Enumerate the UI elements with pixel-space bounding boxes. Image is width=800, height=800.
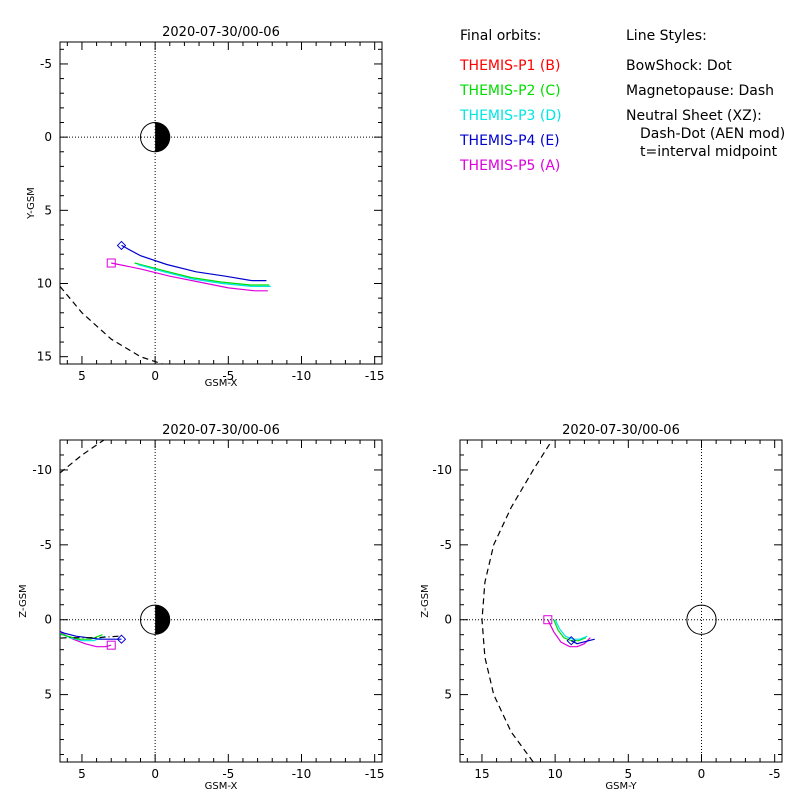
orbit-p4 bbox=[570, 638, 595, 645]
x-tick-label: -15 bbox=[365, 369, 385, 383]
orbit-p2 bbox=[60, 632, 103, 640]
y-tick-label: 5 bbox=[444, 688, 452, 702]
panel-xy: 2020-07-30/00-06 GSM-X Y-GSM 5 0 -5 -10 -15 -… bbox=[26, 25, 384, 389]
panel-title: 2020-07-30/00-06 bbox=[162, 25, 280, 40]
x-tick-label: 0 bbox=[151, 369, 159, 383]
y-tick-label: 5 bbox=[44, 203, 52, 217]
series-group bbox=[60, 240, 271, 364]
earth-night-side bbox=[155, 605, 170, 635]
y-tick-label: -5 bbox=[40, 57, 52, 71]
legend-style-neutral-sheet: Neutral Sheet (XZ): bbox=[626, 108, 762, 124]
boundary-line bbox=[481, 440, 553, 762]
start-marker-square bbox=[106, 640, 116, 650]
x-tick-label: 15 bbox=[474, 767, 489, 781]
orbit-p5 bbox=[547, 619, 591, 648]
x-tick-label: -10 bbox=[292, 767, 312, 781]
x-tick-label: 5 bbox=[624, 767, 632, 781]
legend-style-aen-mod: Dash-Dot (AEN mod) bbox=[640, 126, 785, 142]
orbit-p3 bbox=[554, 619, 588, 640]
plot-frame bbox=[59, 41, 383, 365]
panel-yz: 2020-07-30/00-06 GSM-Y Z-GSM 15 10 5 0 -5 5 0 -… bbox=[420, 423, 783, 792]
x-tick-label: -5 bbox=[769, 767, 781, 781]
x-tick-label: -15 bbox=[365, 767, 385, 781]
boundary-line bbox=[60, 635, 119, 639]
legend-styles-header: Line Styles: bbox=[626, 28, 707, 44]
legend-style-bowshock: BowShock: Dot bbox=[626, 58, 732, 74]
x-axis-label: GSM-X bbox=[205, 378, 238, 389]
x-axis-label: GSM-Y bbox=[605, 781, 637, 792]
earth-icon bbox=[686, 604, 717, 635]
earth-icon bbox=[140, 122, 171, 153]
legend-orbit-p4: THEMIS-P4 (E) bbox=[459, 133, 560, 149]
orbit-p5 bbox=[60, 631, 112, 648]
orbit-p2 bbox=[134, 262, 270, 286]
series-group bbox=[60, 440, 127, 650]
panel-title: 2020-07-30/00-06 bbox=[562, 423, 680, 438]
legend-orbit-p5: THEMIS-P5 (A) bbox=[459, 158, 560, 174]
y-axis-label: Y-GSM bbox=[26, 187, 37, 220]
legend-style-magnetopause: Magnetopause: Dash bbox=[626, 83, 774, 99]
legend-orbits-header: Final orbits: bbox=[460, 28, 541, 44]
y-tick-label: -10 bbox=[32, 463, 52, 477]
legend: Final orbits: THEMIS-P1 (B) THEMIS-P2 (C… bbox=[459, 28, 785, 174]
x-tick-label: 5 bbox=[78, 767, 86, 781]
x-tick-label: -5 bbox=[222, 369, 234, 383]
orbit-p5 bbox=[111, 262, 268, 292]
earth-night-side bbox=[155, 122, 170, 152]
y-tick-label: 0 bbox=[44, 613, 52, 627]
x-tick-label: -5 bbox=[222, 767, 234, 781]
start-marker-square bbox=[106, 258, 116, 268]
orbit-p2 bbox=[553, 619, 587, 642]
panel-title: 2020-07-30/00-06 bbox=[162, 423, 280, 438]
orbit-p4 bbox=[121, 244, 267, 282]
boundary-line bbox=[60, 286, 163, 364]
x-tick-label: 0 bbox=[151, 767, 159, 781]
start-marker-diamond bbox=[566, 635, 576, 646]
y-tick-label: 0 bbox=[444, 613, 452, 627]
legend-orbit-p2: THEMIS-P2 (C) bbox=[459, 83, 561, 99]
plot-frame bbox=[459, 439, 783, 763]
y-tick-label: -5 bbox=[440, 538, 452, 552]
y-axis-label: Z-GSM bbox=[18, 584, 29, 617]
x-tick-label: -10 bbox=[292, 369, 312, 383]
start-marker-square bbox=[543, 615, 553, 625]
orbit-p3 bbox=[137, 263, 271, 287]
start-marker-diamond bbox=[116, 240, 127, 251]
series-group bbox=[481, 440, 595, 762]
y-tick-label: -5 bbox=[40, 538, 52, 552]
x-tick-label: 10 bbox=[547, 767, 562, 781]
legend-orbit-p1: THEMIS-P1 (B) bbox=[459, 58, 560, 74]
x-tick-label: 5 bbox=[78, 369, 86, 383]
y-tick-label: 15 bbox=[37, 350, 52, 364]
panel-xz: 2020-07-30/00-06 GSM-X Z-GSM 5 0 -5 -10 -15 5… bbox=[18, 423, 385, 792]
y-axis-label: Z-GSM bbox=[420, 584, 431, 617]
legend-style-interval: t=interval midpoint bbox=[640, 144, 778, 160]
y-tick-label: 10 bbox=[37, 277, 52, 291]
y-tick-label: -10 bbox=[432, 463, 452, 477]
orbit-p4 bbox=[60, 630, 122, 640]
start-marker-diamond bbox=[116, 634, 127, 644]
x-axis-label: GSM-X bbox=[205, 781, 238, 792]
x-tick-label: 0 bbox=[698, 767, 706, 781]
y-tick-label: 5 bbox=[44, 688, 52, 702]
y-tick-label: 0 bbox=[44, 130, 52, 144]
legend-orbit-p3: THEMIS-P3 (D) bbox=[459, 108, 562, 124]
earth-icon bbox=[140, 604, 171, 635]
plot-frame bbox=[59, 439, 383, 763]
boundary-line bbox=[60, 440, 106, 474]
